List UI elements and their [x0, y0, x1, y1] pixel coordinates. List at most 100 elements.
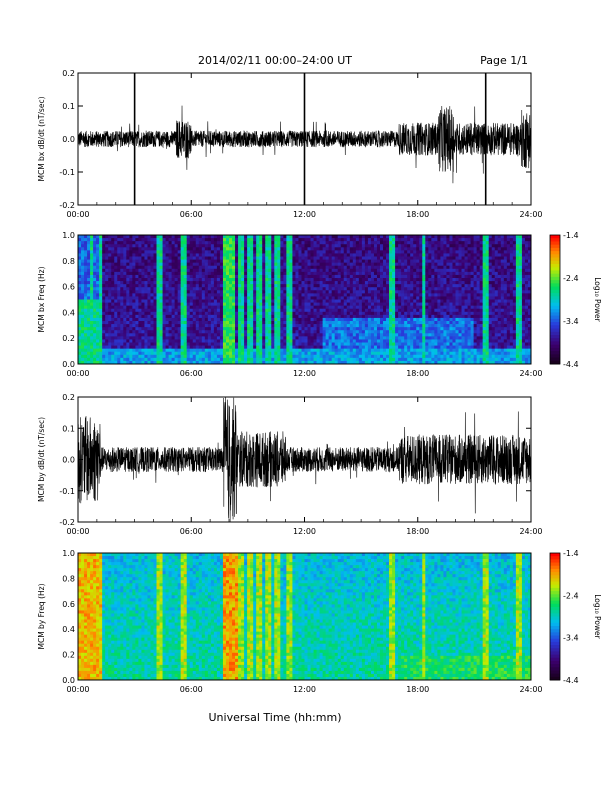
heatmap-cell — [298, 330, 302, 334]
heatmap-cell — [404, 259, 408, 264]
heatmap-cell — [398, 351, 402, 356]
heatmap-cell — [343, 262, 348, 267]
heatmap-cell — [343, 330, 348, 334]
heatmap-cell — [392, 244, 396, 248]
heatmap-cell — [81, 278, 85, 282]
heatmap-cell — [84, 271, 88, 276]
heatmap-cell — [84, 311, 88, 316]
heatmap-cell — [144, 317, 148, 322]
heatmap-cell — [334, 339, 339, 343]
heatmap-cell — [144, 339, 148, 343]
heatmap-cell — [150, 259, 154, 264]
heatmap-cell — [398, 253, 402, 257]
heatmap-cell — [174, 259, 179, 264]
heatmap-cell — [310, 268, 314, 273]
heatmap-cell — [404, 293, 408, 297]
heatmap-cell — [404, 351, 408, 356]
heatmap-cell — [238, 308, 242, 313]
heatmap-cell — [322, 339, 327, 343]
heatmap-cell — [410, 265, 414, 270]
heatmap-cell — [222, 250, 227, 254]
heatmap-cell — [331, 357, 336, 362]
heatmap-cell — [280, 302, 284, 307]
heatmap-cell — [383, 330, 387, 334]
heatmap-cell — [268, 238, 272, 242]
heatmap-cell — [114, 302, 118, 307]
heatmap-cell — [271, 293, 275, 297]
heatmap-cell — [123, 333, 127, 337]
heatmap-cell — [380, 324, 384, 328]
heatmap-cell — [219, 305, 224, 310]
heatmap-cell — [135, 284, 139, 288]
heatmap-cell — [126, 345, 130, 350]
heatmap-cell — [289, 311, 293, 316]
heatmap-cell — [256, 302, 260, 307]
heatmap-cell — [376, 302, 381, 307]
heatmap-cell — [259, 305, 263, 310]
heatmap-cell — [407, 299, 411, 303]
heatmap-cell — [292, 271, 296, 276]
heatmap-cell — [370, 293, 375, 297]
heatmap-cell — [407, 281, 411, 285]
heatmap-cell — [165, 333, 169, 337]
heatmap-cell — [301, 321, 305, 325]
heatmap-cell — [253, 351, 257, 356]
heatmap-cell — [147, 238, 151, 242]
heatmap-cell — [159, 308, 163, 313]
heatmap-cell — [78, 336, 82, 340]
heatmap-cell — [283, 302, 287, 307]
heatmap-cell — [422, 296, 426, 300]
heatmap-cell — [84, 357, 88, 362]
heatmap-cell — [328, 278, 333, 282]
heatmap-cell — [395, 296, 399, 300]
heatmap-cell — [238, 357, 242, 362]
heatmap-cell — [198, 302, 203, 307]
heatmap-cell — [219, 278, 224, 282]
heatmap-cell — [389, 357, 393, 362]
heatmap-cell — [105, 274, 109, 279]
heatmap-cell — [419, 253, 423, 257]
heatmap-cell — [147, 265, 151, 270]
heatmap-cell — [210, 256, 215, 260]
heatmap-cell — [404, 317, 408, 322]
heatmap-cell — [81, 250, 85, 254]
heatmap-cell — [289, 324, 293, 328]
heatmap-cell — [410, 253, 414, 257]
heatmap-cell — [325, 351, 330, 356]
heatmap-cell — [355, 244, 360, 248]
heatmap-cell — [259, 321, 263, 325]
heatmap-cell — [286, 278, 290, 282]
heatmap-cell — [141, 253, 145, 257]
heatmap-cell — [413, 238, 417, 242]
heatmap-cell — [156, 238, 160, 242]
heatmap-cell — [271, 327, 275, 331]
heatmap-cell — [256, 345, 260, 350]
heatmap-cell — [102, 336, 106, 340]
heatmap-cell — [216, 278, 221, 282]
heatmap-cell — [301, 317, 305, 322]
heatmap-cell — [99, 293, 103, 297]
heatmap-cell — [298, 348, 302, 353]
heatmap-cell — [301, 274, 305, 279]
heatmap-cell — [286, 290, 290, 294]
heatmap-cell — [301, 271, 305, 276]
heatmap-cell — [189, 262, 194, 267]
heatmap-cell — [425, 302, 429, 307]
heatmap-cell — [383, 348, 387, 353]
heatmap-cell — [123, 284, 127, 288]
heatmap-cell — [150, 290, 154, 294]
heatmap-cell — [144, 274, 148, 279]
heatmap-cell — [177, 287, 182, 291]
heatmap-cell — [416, 321, 420, 325]
heatmap-cell — [322, 354, 327, 359]
heatmap-cell — [383, 360, 387, 365]
y-axis-label: MCM bx Freq (Hz) — [37, 266, 46, 332]
heatmap-cell — [180, 348, 185, 353]
heatmap-cell — [141, 271, 145, 276]
heatmap-cell — [111, 336, 115, 340]
heatmap-cell — [328, 247, 333, 251]
heatmap-cell — [289, 339, 293, 343]
heatmap-cell — [352, 247, 357, 251]
heatmap-cell — [271, 299, 275, 303]
heatmap-cell — [352, 314, 357, 319]
